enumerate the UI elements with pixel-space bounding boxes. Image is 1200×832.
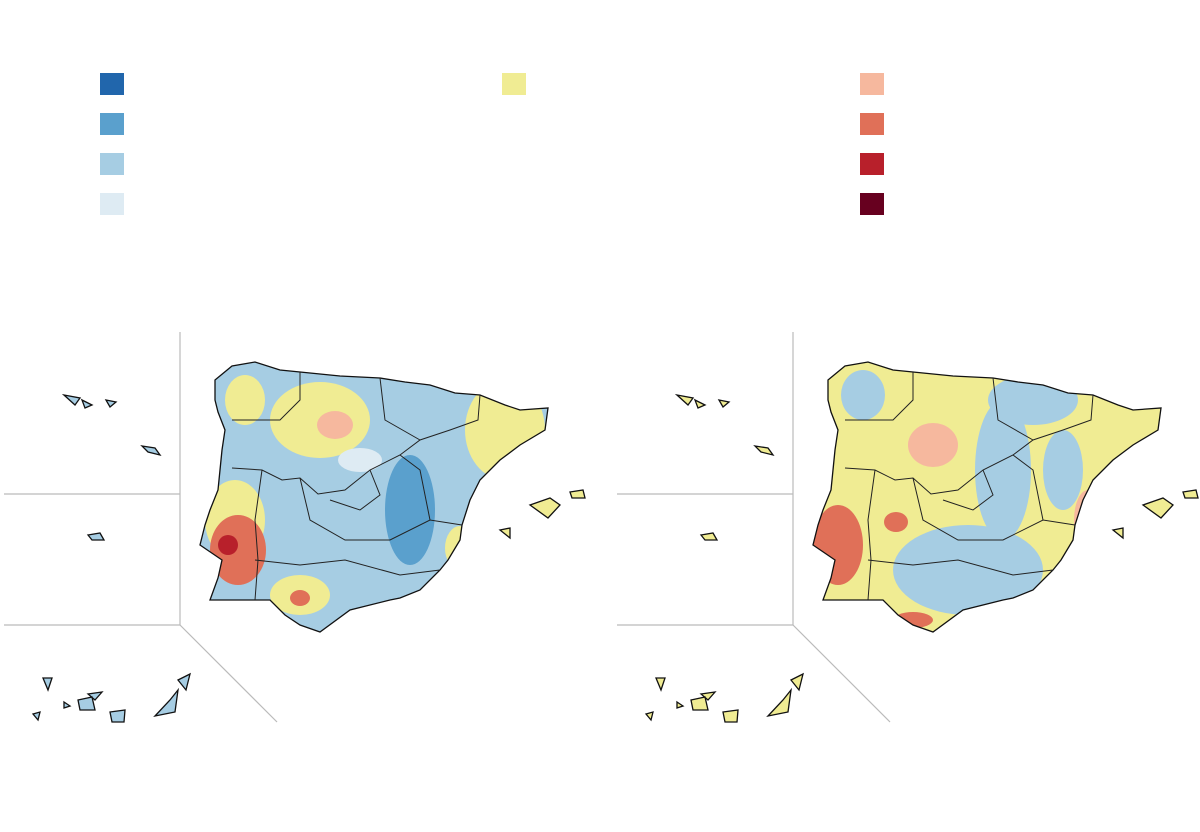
- map-left: [3, 331, 586, 723]
- legend-swatch: [860, 153, 884, 175]
- legend-swatch: [100, 73, 124, 95]
- regions: [813, 370, 1102, 628]
- legend-swatch: [502, 73, 526, 95]
- legend-swatch: [100, 193, 124, 215]
- legend: [100, 73, 884, 215]
- map-right: [616, 331, 1199, 723]
- legend-swatch: [860, 193, 884, 215]
- legend-swatch: [860, 113, 884, 135]
- legend-swatch: [860, 73, 884, 95]
- legend-swatch: [100, 113, 124, 135]
- legend-swatch: [100, 153, 124, 175]
